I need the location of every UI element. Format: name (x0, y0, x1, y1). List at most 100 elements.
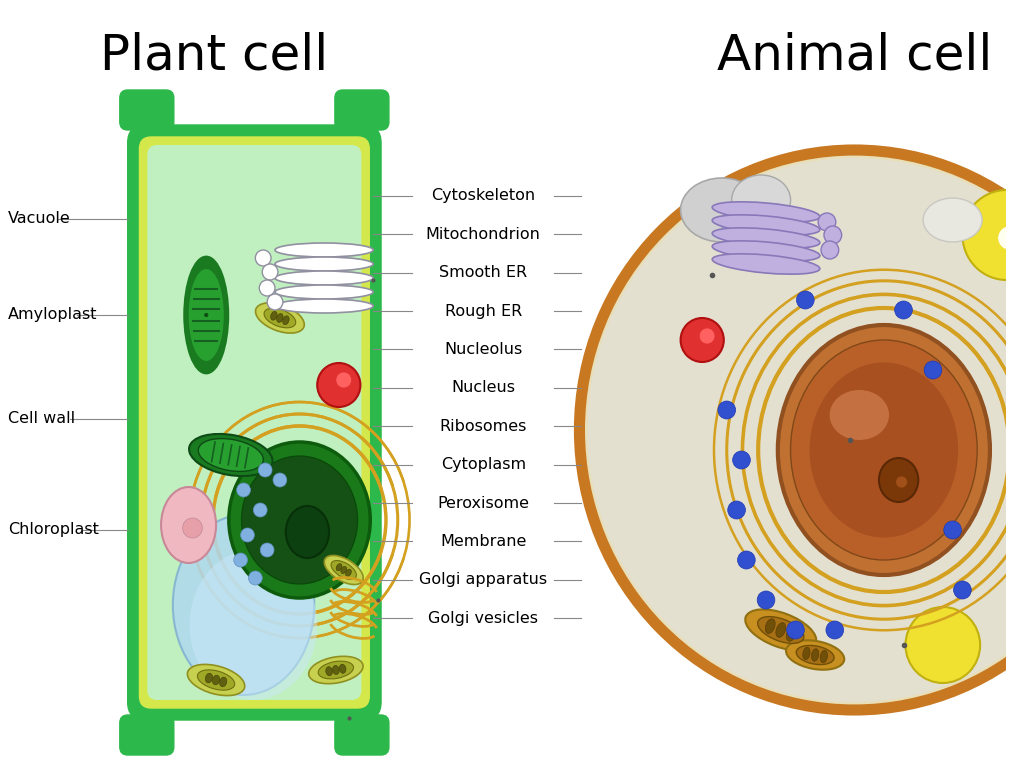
Ellipse shape (732, 175, 791, 225)
Text: Vacuole: Vacuole (8, 211, 71, 227)
Text: Plant cell: Plant cell (100, 31, 329, 79)
Ellipse shape (879, 458, 919, 502)
Text: Golgi vesicles: Golgi vesicles (428, 611, 539, 626)
Text: Golgi apparatus: Golgi apparatus (419, 572, 547, 588)
Text: Membrane: Membrane (440, 534, 526, 549)
Ellipse shape (722, 210, 771, 250)
Ellipse shape (189, 270, 223, 360)
Ellipse shape (728, 501, 745, 519)
Ellipse shape (270, 311, 278, 320)
Ellipse shape (317, 363, 360, 407)
Ellipse shape (811, 649, 819, 661)
Ellipse shape (318, 661, 353, 679)
Ellipse shape (791, 340, 977, 560)
Ellipse shape (713, 228, 820, 248)
Text: Cytoplasm: Cytoplasm (440, 457, 525, 472)
Ellipse shape (286, 506, 329, 558)
Ellipse shape (267, 294, 283, 310)
Text: Ribosomes: Ribosomes (439, 419, 527, 434)
Ellipse shape (273, 473, 287, 487)
FancyBboxPatch shape (128, 125, 381, 720)
Ellipse shape (258, 463, 272, 477)
Ellipse shape (308, 657, 364, 684)
Ellipse shape (1015, 600, 1024, 660)
Ellipse shape (336, 564, 342, 571)
Ellipse shape (205, 674, 213, 683)
Ellipse shape (820, 650, 827, 663)
Ellipse shape (264, 308, 296, 328)
Ellipse shape (732, 451, 751, 469)
Ellipse shape (237, 483, 251, 497)
Ellipse shape (189, 434, 272, 476)
Ellipse shape (275, 257, 373, 271)
Text: Cell wall: Cell wall (8, 411, 75, 426)
Ellipse shape (189, 550, 317, 700)
Text: Mitochondrion: Mitochondrion (426, 227, 541, 242)
Ellipse shape (275, 271, 373, 285)
Ellipse shape (786, 641, 844, 670)
Text: Cytoskeleton: Cytoskeleton (431, 188, 536, 204)
Ellipse shape (242, 456, 357, 584)
Ellipse shape (275, 299, 373, 313)
Ellipse shape (797, 291, 814, 309)
Ellipse shape (205, 313, 208, 316)
Ellipse shape (786, 627, 797, 641)
Ellipse shape (905, 607, 980, 683)
Ellipse shape (944, 521, 962, 539)
Ellipse shape (182, 518, 203, 538)
Ellipse shape (198, 670, 234, 690)
Ellipse shape (713, 202, 820, 222)
Ellipse shape (283, 316, 289, 325)
FancyBboxPatch shape (139, 137, 370, 708)
FancyBboxPatch shape (335, 715, 389, 755)
Ellipse shape (745, 609, 816, 650)
Ellipse shape (173, 515, 314, 695)
Ellipse shape (161, 487, 216, 563)
Ellipse shape (963, 190, 1024, 280)
Text: Animal cell: Animal cell (717, 31, 992, 79)
Ellipse shape (786, 621, 804, 639)
Ellipse shape (331, 561, 356, 580)
Ellipse shape (588, 158, 1024, 702)
Ellipse shape (953, 581, 972, 599)
Ellipse shape (997, 226, 1021, 250)
Ellipse shape (765, 619, 775, 634)
Ellipse shape (713, 254, 820, 274)
Ellipse shape (803, 647, 810, 660)
Ellipse shape (758, 617, 804, 644)
Ellipse shape (681, 318, 724, 362)
Ellipse shape (241, 528, 254, 542)
Ellipse shape (256, 303, 304, 333)
Ellipse shape (580, 150, 1024, 710)
Ellipse shape (249, 571, 262, 585)
Ellipse shape (810, 362, 958, 538)
Ellipse shape (924, 361, 942, 379)
Text: Smooth ER: Smooth ER (439, 265, 527, 280)
Ellipse shape (339, 664, 346, 674)
Text: Nucleolus: Nucleolus (444, 342, 522, 357)
Ellipse shape (219, 677, 226, 687)
Ellipse shape (228, 442, 371, 598)
Ellipse shape (345, 569, 351, 576)
Ellipse shape (255, 250, 271, 266)
Ellipse shape (326, 667, 333, 676)
Ellipse shape (341, 567, 347, 574)
Ellipse shape (333, 666, 339, 674)
Ellipse shape (896, 476, 907, 488)
Ellipse shape (184, 257, 228, 373)
Ellipse shape (187, 664, 245, 696)
Ellipse shape (713, 215, 820, 235)
Text: Nucleus: Nucleus (452, 380, 515, 396)
Ellipse shape (776, 623, 785, 637)
Ellipse shape (713, 241, 820, 261)
Ellipse shape (212, 675, 220, 685)
Text: Amyloplast: Amyloplast (8, 307, 97, 323)
Ellipse shape (259, 280, 275, 296)
Ellipse shape (826, 621, 844, 639)
Ellipse shape (737, 551, 756, 569)
Ellipse shape (829, 390, 889, 440)
Ellipse shape (253, 503, 267, 517)
Ellipse shape (821, 241, 839, 259)
Ellipse shape (924, 198, 982, 242)
Text: Peroxisome: Peroxisome (437, 495, 529, 511)
